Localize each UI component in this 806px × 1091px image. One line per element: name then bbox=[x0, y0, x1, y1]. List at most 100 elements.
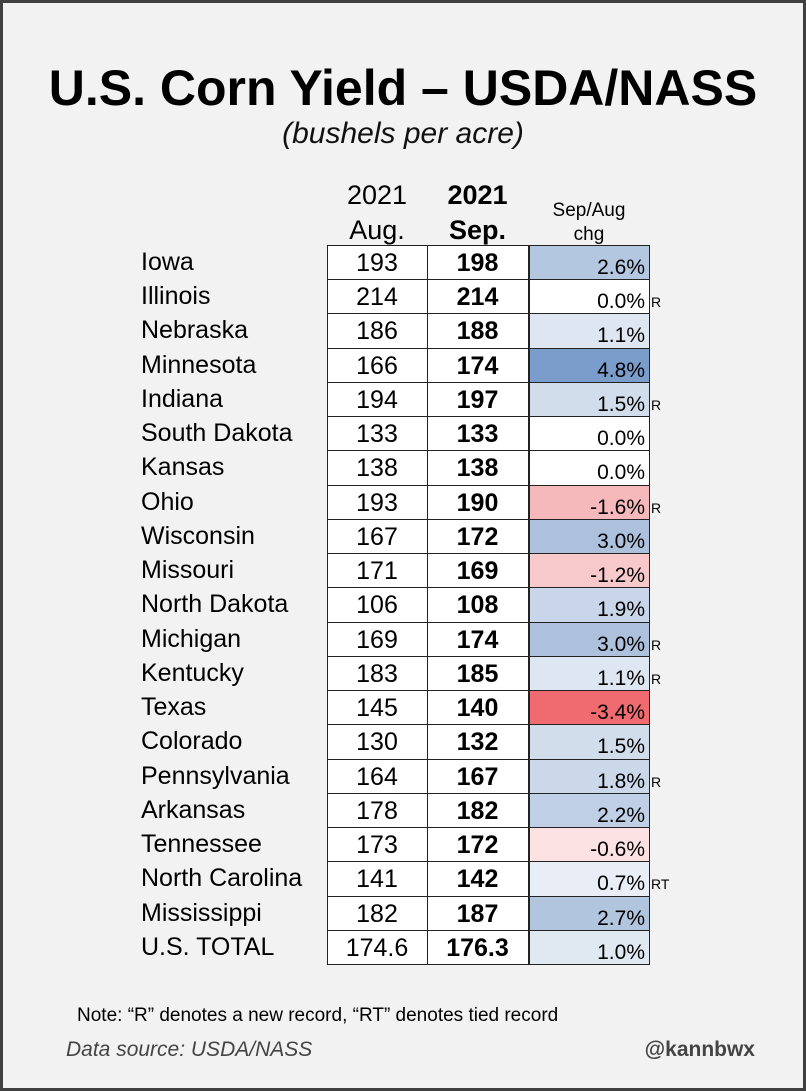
cell bbox=[327, 553, 428, 589]
record-flag: R bbox=[651, 670, 662, 687]
state: Ohio bbox=[141, 487, 194, 516]
aug-value: 174.6 bbox=[345, 933, 409, 962]
state: Pennsylvania bbox=[141, 761, 290, 790]
state: Texas bbox=[141, 693, 207, 722]
sep-value: 133 bbox=[456, 420, 499, 449]
state: Illinois bbox=[141, 282, 211, 311]
col-header: Sep. bbox=[448, 215, 507, 245]
aug-value: 106 bbox=[356, 591, 398, 620]
chg-cell bbox=[529, 416, 650, 452]
chg-value: 0.0% bbox=[597, 427, 645, 451]
cell bbox=[327, 381, 428, 418]
sep-value: 198 bbox=[456, 249, 499, 277]
state: Arkansas bbox=[141, 795, 246, 824]
record-flag: R bbox=[651, 294, 662, 311]
cell bbox=[427, 690, 529, 726]
cell bbox=[427, 416, 529, 452]
cell bbox=[427, 895, 529, 931]
sep-value: 140 bbox=[456, 694, 499, 723]
handle: @kannbwx bbox=[644, 1038, 755, 1061]
col-header: chg bbox=[573, 224, 605, 245]
col-header: 2021 bbox=[346, 180, 408, 210]
cell bbox=[427, 245, 529, 281]
state: North Dakota bbox=[141, 590, 289, 619]
cell bbox=[427, 587, 529, 623]
cell bbox=[427, 655, 529, 692]
cell bbox=[327, 929, 428, 966]
chg-value: 0.7% bbox=[597, 872, 645, 896]
sep-value: 174 bbox=[456, 625, 499, 654]
sep-value: 190 bbox=[456, 488, 499, 517]
chg-cell bbox=[529, 895, 650, 931]
state: Indiana bbox=[141, 384, 224, 413]
record-flag: RT bbox=[651, 876, 670, 893]
sep-value: 187 bbox=[456, 899, 499, 928]
sep-value: 142 bbox=[456, 865, 499, 894]
aug-value: 194 bbox=[356, 385, 398, 414]
chg-value: 1.1% bbox=[597, 324, 645, 348]
chg-value: 2.2% bbox=[597, 803, 645, 827]
sep-value: 176.3 bbox=[446, 933, 509, 962]
state: North Carolina bbox=[141, 864, 303, 893]
aug-value: 169 bbox=[356, 625, 398, 654]
chg-value: -0.6% bbox=[590, 838, 645, 862]
chg-cell bbox=[529, 518, 650, 555]
cell bbox=[427, 792, 529, 829]
sep-value: 138 bbox=[456, 454, 499, 483]
chg-value: 1.5% bbox=[597, 392, 645, 416]
note: Note: “R” denotes a new record, “RT” den… bbox=[77, 1005, 559, 1026]
state: Kansas bbox=[141, 453, 225, 482]
cell bbox=[427, 758, 529, 794]
cell bbox=[327, 861, 428, 897]
sep-value: 172 bbox=[456, 831, 499, 860]
aug-value: 167 bbox=[356, 522, 398, 551]
state: U.S. TOTAL bbox=[141, 932, 275, 961]
cell bbox=[327, 347, 428, 383]
chg-value: 0.0% bbox=[597, 290, 645, 314]
sep-value: 185 bbox=[456, 659, 499, 688]
state: Colorado bbox=[141, 727, 243, 756]
sep-value: 214 bbox=[456, 283, 499, 312]
cell bbox=[327, 245, 428, 281]
state: Minnesota bbox=[141, 350, 257, 379]
chg-value: 0.0% bbox=[597, 461, 645, 485]
cell bbox=[327, 621, 428, 657]
subtitle: (bushels per acre) bbox=[282, 117, 524, 150]
state: South Dakota bbox=[141, 419, 293, 448]
aug-value: 173 bbox=[356, 831, 398, 860]
cell bbox=[427, 313, 529, 349]
aug-value: 166 bbox=[356, 351, 398, 380]
aug-value: 138 bbox=[356, 454, 398, 483]
chg-value: 1.9% bbox=[597, 598, 645, 622]
chg-value: 2.6% bbox=[597, 256, 645, 279]
sep-value: 172 bbox=[456, 522, 499, 551]
cell bbox=[427, 621, 529, 657]
source: Data source: USDA/NASS bbox=[66, 1038, 313, 1061]
aug-value: 141 bbox=[356, 865, 398, 894]
chg-cell bbox=[529, 484, 650, 520]
chg-value: 3.0% bbox=[597, 632, 645, 656]
chg-cell bbox=[529, 313, 650, 349]
sep-value: 167 bbox=[456, 762, 499, 791]
chg-cell bbox=[529, 758, 650, 794]
chg-cell bbox=[529, 347, 650, 383]
chg-value: 1.8% bbox=[597, 769, 645, 793]
aug-value: 186 bbox=[356, 317, 398, 346]
aug-value: 164 bbox=[356, 762, 398, 791]
aug-value: 193 bbox=[356, 249, 398, 277]
sep-value: 169 bbox=[456, 557, 499, 586]
cell bbox=[427, 827, 529, 863]
chg-cell bbox=[529, 621, 650, 657]
cell bbox=[427, 347, 529, 383]
cell bbox=[427, 929, 529, 966]
chg-cell bbox=[529, 690, 650, 726]
record-flag: R bbox=[651, 396, 662, 413]
chg-value: 4.8% bbox=[597, 358, 645, 382]
state: Wisconsin bbox=[141, 521, 255, 550]
chg-cell bbox=[529, 724, 650, 760]
cell bbox=[327, 313, 428, 349]
state: Iowa bbox=[141, 248, 194, 276]
chg-cell bbox=[529, 381, 650, 418]
sep-value: 174 bbox=[456, 351, 499, 380]
